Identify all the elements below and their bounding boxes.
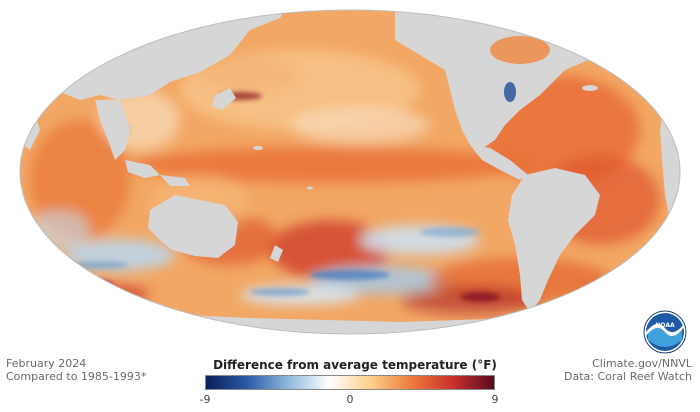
land-new-zealand <box>270 245 283 262</box>
map-date: February 2024 <box>6 357 87 370</box>
legend-tick-max: 9 <box>491 393 499 406</box>
land-central-america <box>470 145 528 180</box>
legend-tick-zero: 0 <box>346 393 354 406</box>
map-info: February 2024 Compared to 1985-1993* <box>6 357 146 383</box>
svg-text:NOAA: NOAA <box>655 322 675 329</box>
legend-tick-min: -9 <box>199 393 211 406</box>
land-indonesia <box>125 160 160 178</box>
land-japan <box>212 88 236 110</box>
globe-outline <box>19 9 681 335</box>
legend-colorbar <box>205 375 495 390</box>
land-australia <box>148 195 238 258</box>
legend-title: Difference from average temperature (°F) <box>213 358 497 372</box>
land-india <box>20 90 40 150</box>
credit-site: Climate.gov/NNVL <box>592 357 692 370</box>
credit-data-source: Data: Coral Reef Watch <box>564 370 692 383</box>
land-greenland <box>590 10 680 40</box>
land-south-america <box>508 168 600 312</box>
land-africa <box>660 60 680 260</box>
sea-surface-temperature-map <box>19 9 681 335</box>
baseline-period: Compared to 1985-1993* <box>6 370 147 383</box>
noaa-logo: NOAA <box>643 310 687 354</box>
credits: Climate.gov/NNVL Data: Coral Reef Watch <box>564 357 692 383</box>
map-svg <box>19 9 681 335</box>
hudson-bay <box>490 36 550 64</box>
land-se-asia <box>95 100 130 160</box>
